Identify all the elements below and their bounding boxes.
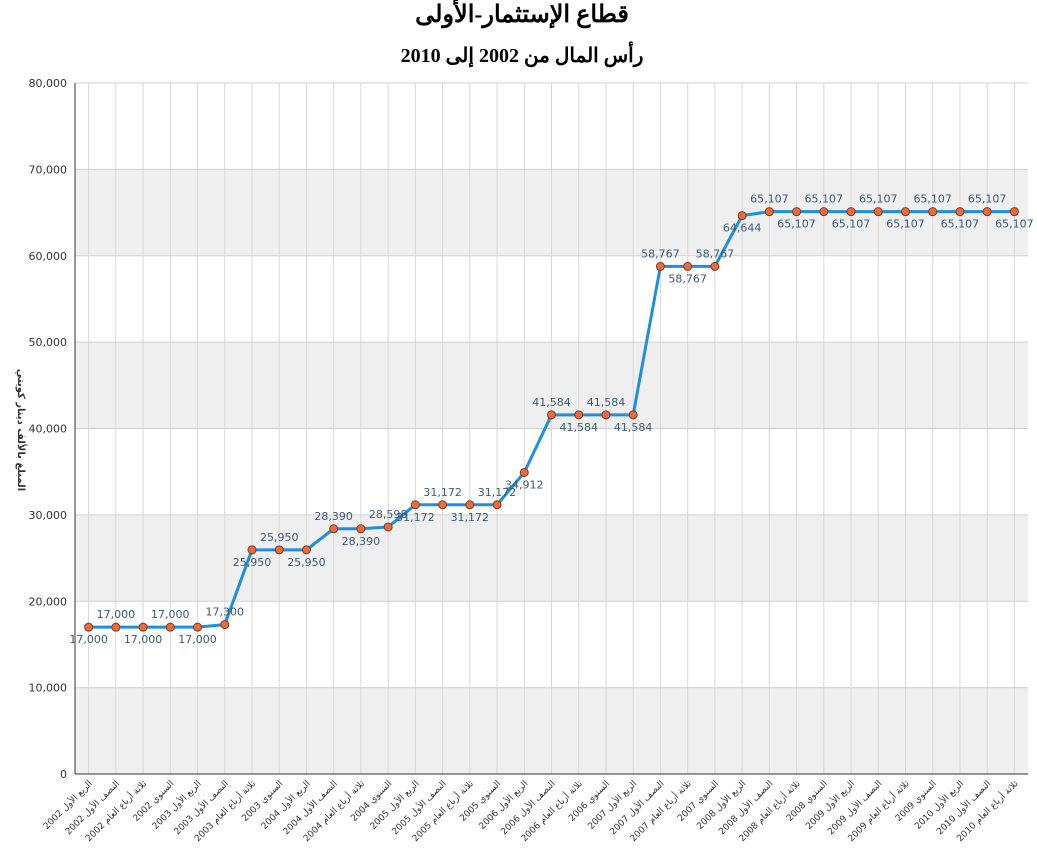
data-label: 31,172	[396, 511, 435, 524]
data-label: 58,767	[641, 247, 680, 260]
data-label: 41,584	[559, 421, 598, 434]
data-label: 65,107	[886, 218, 925, 231]
marker	[301, 545, 311, 555]
data-label: 58,767	[696, 247, 735, 260]
data-label: 25,950	[287, 556, 326, 569]
y-tick-label: 20,000	[29, 595, 68, 608]
chart-title: قطاع الإستثمار-الأولى	[415, 0, 629, 29]
marker	[329, 524, 339, 534]
marker	[410, 500, 420, 510]
data-label: 65,107	[968, 193, 1007, 206]
data-label: 34,912	[505, 478, 544, 491]
marker	[955, 207, 965, 217]
data-label: 17,000	[151, 608, 190, 621]
data-label: 65,107	[913, 193, 952, 206]
data-label: 17,000	[178, 633, 217, 646]
data-label: 65,107	[995, 218, 1034, 231]
marker	[655, 261, 665, 271]
data-label: 17,000	[124, 633, 163, 646]
marker	[438, 500, 448, 510]
data-label: 31,172	[478, 486, 517, 499]
marker	[628, 410, 638, 420]
marker	[465, 500, 475, 510]
marker	[737, 211, 747, 221]
y-tick-label: 60,000	[29, 250, 68, 263]
marker	[792, 207, 802, 217]
data-label: 58,767	[668, 272, 707, 285]
data-label: 17,000	[69, 633, 108, 646]
data-label: 25,950	[233, 556, 272, 569]
data-label: 17,300	[206, 606, 245, 619]
marker	[165, 622, 175, 632]
y-tick-label: 70,000	[29, 163, 68, 176]
data-label: 28,390	[342, 535, 381, 548]
marker	[138, 622, 148, 632]
data-label: 41,584	[532, 396, 571, 409]
y-tick-label: 10,000	[29, 682, 68, 695]
chart-subtitle: رأس المال من 2002 إلى 2010	[401, 41, 644, 68]
data-label: 65,107	[941, 218, 980, 231]
marker	[683, 261, 693, 271]
data-label: 28,390	[314, 510, 353, 523]
marker	[764, 207, 774, 217]
data-label: 64,644	[723, 222, 762, 235]
marker	[928, 207, 938, 217]
marker	[519, 467, 529, 477]
data-label: 28,598	[369, 508, 408, 521]
data-label: 65,107	[750, 193, 789, 206]
data-label: 65,107	[777, 218, 816, 231]
marker	[547, 410, 556, 420]
y-tick-label: 80,000	[29, 77, 68, 90]
marker	[356, 524, 366, 534]
marker	[84, 622, 94, 632]
marker	[900, 207, 910, 217]
data-label: 41,584	[614, 421, 653, 434]
marker	[846, 207, 856, 217]
y-tick-label: 40,000	[29, 423, 68, 436]
marker	[710, 261, 720, 271]
y-axis-label: المبلغ بالألف دينار كويتي	[15, 369, 28, 491]
marker	[492, 500, 502, 510]
marker	[1009, 207, 1019, 217]
y-tick-label: 0	[60, 768, 67, 781]
marker	[601, 410, 611, 420]
marker	[819, 207, 829, 217]
data-label: 17,000	[97, 608, 136, 621]
marker	[574, 410, 584, 420]
marker	[193, 622, 203, 632]
marker	[274, 545, 284, 555]
marker	[873, 207, 883, 217]
x-tick-label: الربع الأول 2002	[41, 778, 95, 832]
data-label: 65,107	[805, 193, 844, 206]
y-tick-label: 30,000	[29, 509, 68, 522]
marker	[111, 622, 121, 632]
data-label: 65,107	[859, 193, 898, 206]
data-label: 25,950	[260, 531, 299, 544]
data-label: 31,172	[451, 511, 490, 524]
marker	[220, 620, 230, 630]
marker	[247, 545, 257, 555]
marker	[982, 207, 992, 217]
data-label: 31,172	[423, 486, 462, 499]
data-label: 41,584	[587, 396, 626, 409]
data-label: 65,107	[832, 218, 871, 231]
marker	[383, 522, 393, 532]
y-tick-label: 50,000	[29, 336, 68, 349]
